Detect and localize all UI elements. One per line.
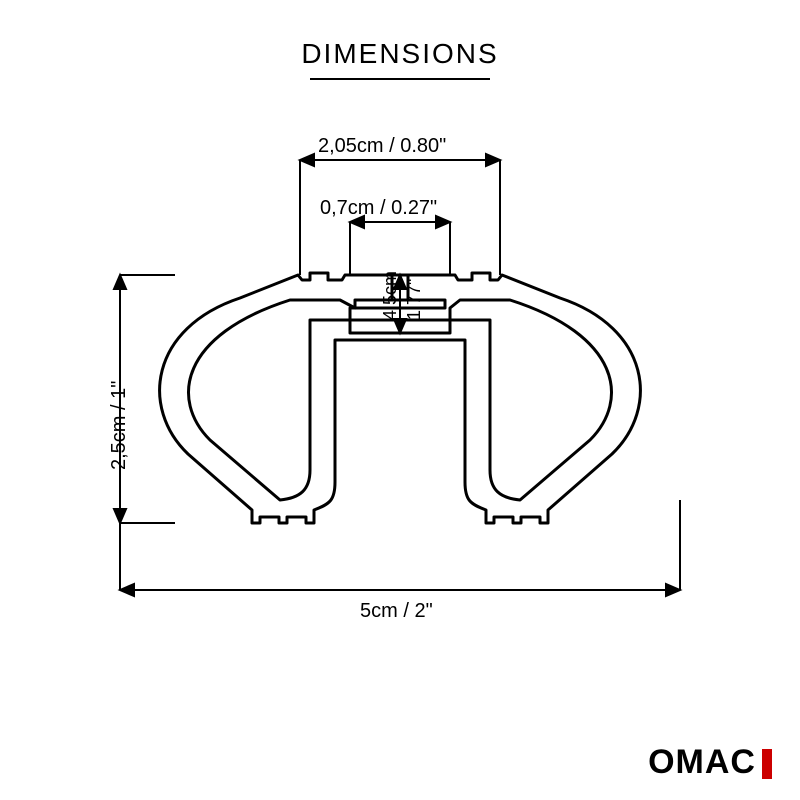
dim-width [120, 500, 680, 596]
dim-top-outer-label: 2,05cm / 0.80" [318, 135, 446, 158]
dimension-diagram: { "title": { "text": "DIMENSIONS", "font… [0, 0, 800, 800]
brand-logo: OMAC [648, 743, 772, 782]
dim-top-inner-label: 0,7cm / 0.27" [320, 197, 437, 220]
brand-logo-accent [762, 749, 772, 779]
dim-width-label: 5cm / 2" [360, 600, 433, 623]
dim-height-label: 2,5cm / 1" [108, 381, 131, 470]
dim-depth-label-cm: 4,5cm [380, 271, 401, 320]
dim-depth-label-in: 1.77" [404, 279, 425, 320]
dim-top-inner [350, 216, 450, 275]
brand-logo-text: OMAC [648, 743, 756, 781]
